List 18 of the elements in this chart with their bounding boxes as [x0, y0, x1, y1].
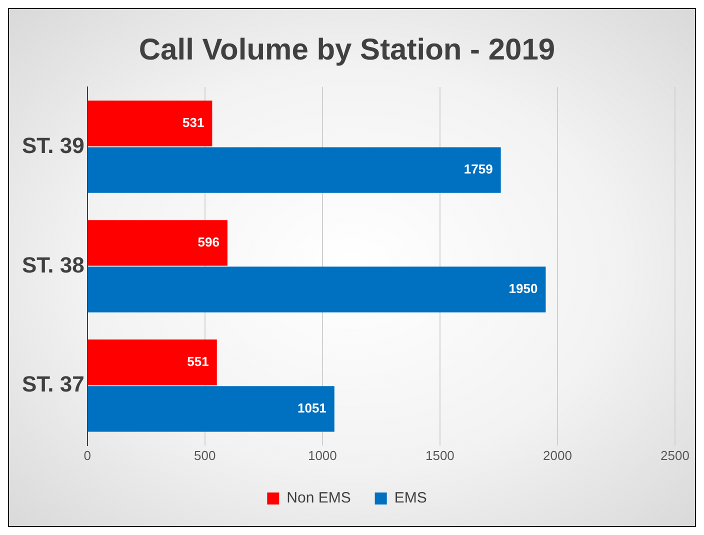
- legend-label: EMS: [394, 490, 427, 507]
- x-tick-label: 1000: [308, 448, 337, 463]
- y-tick-label: ST. 37: [22, 372, 84, 397]
- data-label: 551: [187, 354, 209, 369]
- data-label: 596: [198, 234, 220, 250]
- x-tick-label: 2000: [543, 448, 572, 463]
- y-tick-label: ST. 39: [22, 132, 84, 158]
- data-label: 531: [182, 115, 204, 130]
- x-tick-label: 500: [194, 448, 216, 463]
- x-tick-label: 1500: [425, 448, 454, 463]
- x-tick-label: 0: [84, 448, 91, 463]
- y-tick-label: ST. 38: [22, 252, 84, 278]
- legend-label: Non EMS: [286, 490, 351, 507]
- data-label: 1759: [464, 162, 493, 177]
- x-tick-label: 2500: [660, 448, 690, 463]
- chart-title: Call Volume by Station - 2019: [138, 33, 556, 66]
- data-label: 1051: [297, 400, 326, 416]
- data-label: 1950: [508, 281, 538, 296]
